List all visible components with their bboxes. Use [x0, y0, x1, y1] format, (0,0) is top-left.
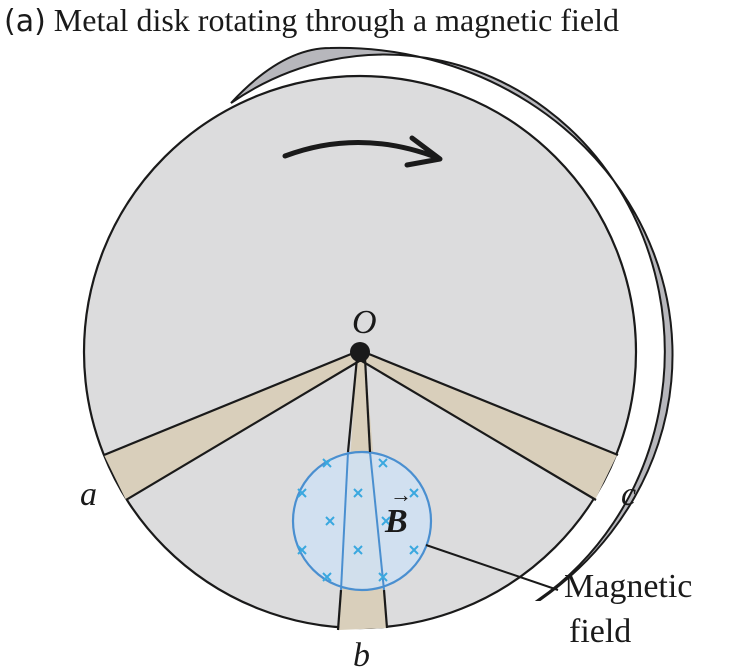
- clockwise-arrow-icon: [282, 135, 443, 168]
- into-page-x-icon: [381, 516, 391, 526]
- wedge-a: [104, 352, 366, 500]
- figure-caption: Metal disk rotating through a magnetic f…: [53, 2, 619, 38]
- into-page-x-icon: [322, 458, 332, 468]
- into-page-x-icon: [297, 545, 307, 555]
- field-callout-line: [425, 544, 559, 591]
- into-page-x-icon: [378, 458, 388, 468]
- into-page-x-icon: [353, 545, 363, 555]
- label-field-b: B: [384, 503, 408, 540]
- into-page-x-icon: [353, 488, 363, 498]
- into-page-x-icon: [322, 572, 332, 582]
- axle-dot: [350, 342, 370, 362]
- into-page-x-icon: [325, 516, 335, 526]
- wedge-a-edge-lower: [125, 356, 367, 501]
- wedge-b-edge-right-lower: [382, 589, 389, 629]
- wedge-b-edge-right-upper: [363, 357, 372, 453]
- wedge-a-edge-upper: [103, 350, 357, 457]
- into-page-x-icon: [409, 545, 419, 555]
- wedge-c: [355, 352, 617, 500]
- wedge-b-edge-right-in-field: [369, 451, 385, 591]
- figure-title: (a) Metal disk rotating through a magnet…: [4, 2, 619, 39]
- into-page-x-icon: [409, 488, 419, 498]
- figure-part-label: (a): [4, 4, 46, 39]
- wedge-c-edge-lower: [354, 356, 597, 501]
- callout-label-line2: field: [569, 613, 631, 650]
- vector-arrow-icon: →: [390, 482, 412, 507]
- callout-label-line1: Magnetic: [564, 568, 692, 605]
- label-point-b: b: [353, 637, 370, 671]
- magnetic-field-region: [291, 450, 433, 592]
- label-center-o: O: [352, 304, 377, 341]
- into-page-x-icon: [297, 488, 307, 498]
- wedge-b-edge-left-lower: [336, 589, 343, 631]
- label-point-a: a: [80, 476, 97, 513]
- wedge-c-edge-upper: [363, 350, 619, 457]
- into-page-x-icon: [378, 572, 388, 582]
- field-x-marks: [297, 458, 419, 582]
- wedge-b-edge-left-in-field: [340, 451, 349, 591]
- wedge-b-edge-left-upper: [346, 357, 359, 453]
- label-point-c: c: [621, 476, 636, 513]
- disk-rim: [230, 46, 674, 601]
